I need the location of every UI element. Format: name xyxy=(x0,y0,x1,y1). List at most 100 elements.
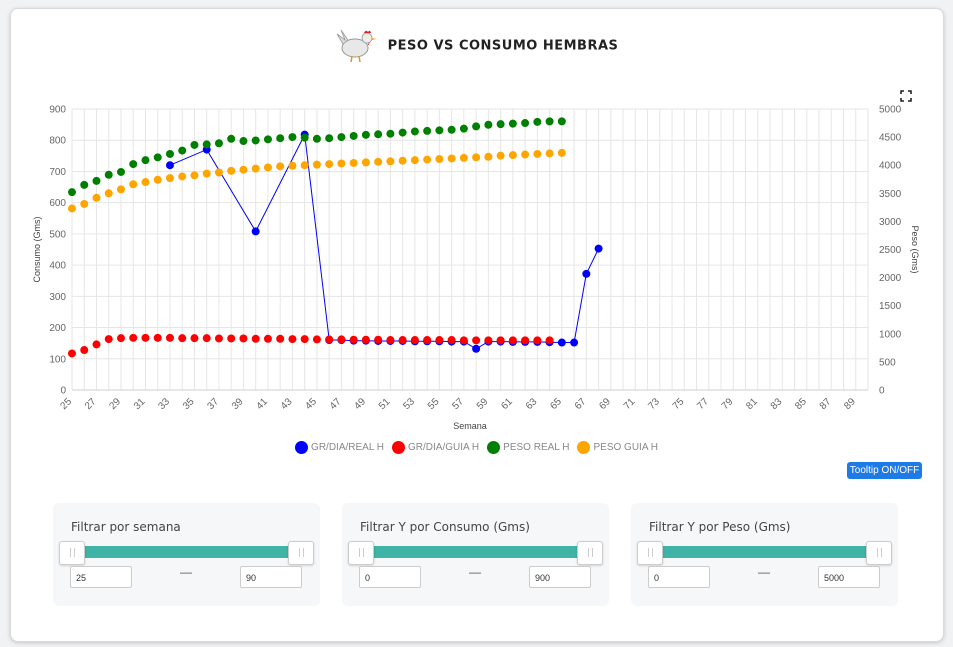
data-point xyxy=(374,157,383,166)
week-min-handle[interactable] xyxy=(59,541,85,565)
weight-min-handle[interactable] xyxy=(637,541,663,565)
fullscreen-icon[interactable] xyxy=(900,90,912,102)
legend-label: GR/DIA/GUIA H xyxy=(408,442,480,453)
data-point xyxy=(337,159,346,168)
weight-range-track[interactable] xyxy=(650,546,883,558)
data-point xyxy=(227,166,236,175)
data-point xyxy=(251,334,260,343)
week-min-input[interactable]: 25 xyxy=(70,566,132,588)
x-tick-label: 85 xyxy=(793,396,809,412)
data-point xyxy=(214,139,223,148)
consumption-min-handle[interactable] xyxy=(348,541,374,565)
week-max-handle[interactable] xyxy=(288,541,314,565)
week-filter-panel: Filtrar por semana 25 — 90 xyxy=(53,503,320,606)
data-point xyxy=(104,335,113,344)
x-tick-label: 55 xyxy=(426,396,442,412)
x-tick-label: 39 xyxy=(230,396,246,412)
y2-tick-label: 3000 xyxy=(879,217,902,228)
data-point xyxy=(472,153,481,162)
weight-max-handle[interactable] xyxy=(866,541,892,565)
data-point xyxy=(92,193,101,202)
x-tick-label: 65 xyxy=(548,396,564,412)
data-point xyxy=(312,160,321,169)
consumption-min-input[interactable]: 0 xyxy=(359,566,421,588)
data-point xyxy=(423,155,432,164)
legend-swatch xyxy=(295,441,309,454)
data-point xyxy=(594,244,603,253)
data-point xyxy=(472,336,481,345)
tooltip-toggle-button[interactable]: Tooltip ON/OFF xyxy=(847,462,922,479)
data-point xyxy=(227,334,236,343)
data-point xyxy=(239,165,248,174)
data-point xyxy=(190,140,199,149)
data-point xyxy=(386,336,395,345)
consumption-range-separator: — xyxy=(469,565,481,579)
chart-title: PESO VS CONSUMO HEMBRAS xyxy=(0,28,953,64)
data-point xyxy=(129,333,138,342)
weight-max-input[interactable]: 5000 xyxy=(818,566,880,588)
week-max-input[interactable]: 90 xyxy=(240,566,302,588)
data-point xyxy=(165,149,174,158)
data-point xyxy=(141,178,150,187)
data-point xyxy=(325,335,334,344)
data-point xyxy=(349,131,358,140)
data-point xyxy=(496,336,505,345)
x-tick-label: 59 xyxy=(475,396,491,412)
y-tick-label: 900 xyxy=(49,105,66,116)
legend-item[interactable]: GR/DIA/GUIA H xyxy=(392,441,479,454)
legend-item[interactable]: PESO REAL H xyxy=(487,441,569,454)
consumption-max-input[interactable]: 900 xyxy=(529,566,591,588)
data-point xyxy=(129,180,138,189)
data-point xyxy=(312,134,321,143)
data-point xyxy=(116,334,125,343)
data-point xyxy=(214,168,223,177)
legend-item[interactable]: PESO GUIA H xyxy=(577,441,658,454)
legend-label: PESO GUIA H xyxy=(593,442,658,453)
y2-tick-label: 0 xyxy=(879,386,885,397)
legend-swatch xyxy=(487,441,501,454)
y2-tick-label: 5000 xyxy=(879,105,902,116)
data-point xyxy=(251,136,260,145)
data-point xyxy=(153,153,162,162)
data-point xyxy=(263,135,272,144)
data-point xyxy=(557,117,566,126)
data-point xyxy=(545,336,554,345)
data-point xyxy=(116,185,125,194)
consumption-filter-panel: Filtrar Y por Consumo (Gms) 0 — 900 xyxy=(342,503,609,606)
data-point xyxy=(459,124,468,133)
y-tick-label: 0 xyxy=(60,386,66,397)
data-point xyxy=(153,175,162,184)
y-tick-label: 700 xyxy=(49,167,66,178)
x-tick-label: 31 xyxy=(132,396,148,412)
data-point xyxy=(104,189,113,198)
consumption-max-handle[interactable] xyxy=(577,541,603,565)
data-point xyxy=(263,334,272,343)
x-tick-label: 43 xyxy=(279,396,295,412)
legend-swatch xyxy=(392,441,406,454)
y2-tick-label: 2000 xyxy=(879,273,902,284)
data-point xyxy=(521,150,530,159)
data-point xyxy=(521,119,530,128)
data-point xyxy=(349,158,358,167)
data-point xyxy=(312,335,321,344)
legend-label: PESO REAL H xyxy=(503,442,570,453)
legend-item[interactable]: GR/DIA/REAL H xyxy=(295,441,384,454)
data-point xyxy=(508,336,517,345)
y2-axis-label: Peso (Gms) xyxy=(910,225,920,273)
data-point xyxy=(484,336,493,345)
data-point xyxy=(521,336,530,345)
y-tick-label: 400 xyxy=(49,261,66,272)
y2-tick-label: 4500 xyxy=(879,133,902,144)
consumption-range-track[interactable] xyxy=(361,546,594,558)
data-point xyxy=(129,160,138,169)
x-tick-label: 25 xyxy=(58,396,74,412)
data-point xyxy=(361,130,370,139)
x-tick-label: 79 xyxy=(720,396,736,412)
data-point xyxy=(251,227,260,236)
week-range-track[interactable] xyxy=(72,546,305,558)
data-point xyxy=(410,127,419,136)
data-point xyxy=(202,334,211,343)
weight-min-input[interactable]: 0 xyxy=(648,566,710,588)
data-point xyxy=(533,149,542,158)
data-point xyxy=(459,153,468,162)
